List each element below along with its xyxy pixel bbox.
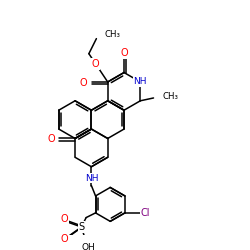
Text: Cl: Cl (141, 208, 150, 218)
Text: O: O (61, 214, 68, 224)
Text: CH₃: CH₃ (105, 30, 121, 39)
Text: O: O (79, 78, 87, 88)
Text: NH: NH (85, 174, 98, 182)
Text: O: O (61, 234, 68, 244)
Text: O: O (92, 59, 99, 69)
Text: NH: NH (134, 78, 147, 86)
Text: S: S (78, 222, 84, 232)
Text: OH: OH (81, 243, 95, 250)
Text: O: O (48, 134, 55, 144)
Text: O: O (120, 48, 128, 58)
Text: CH₃: CH₃ (163, 92, 179, 100)
